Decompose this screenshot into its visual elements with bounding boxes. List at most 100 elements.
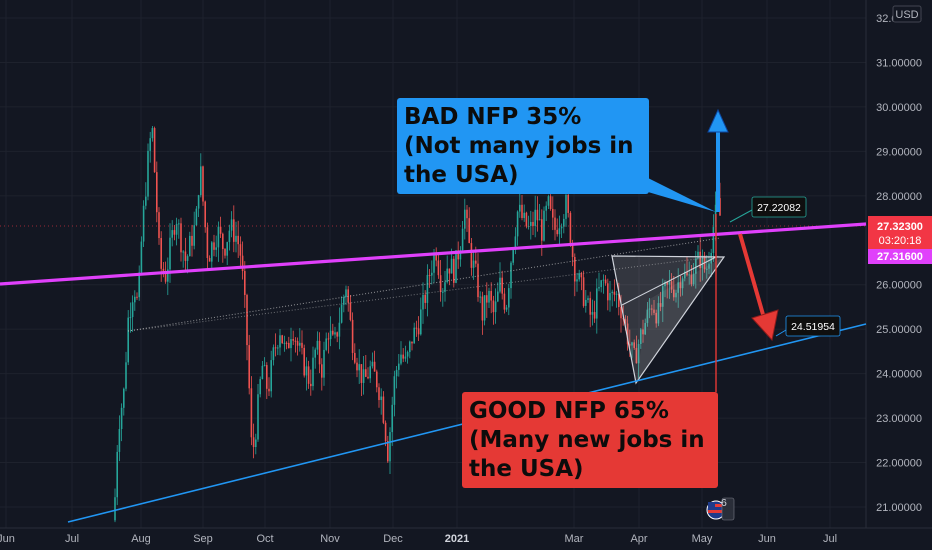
candle-body [675, 292, 677, 298]
candle-body [142, 205, 145, 242]
candle-body [468, 218, 470, 244]
candle-body [373, 361, 376, 372]
candle-body [235, 235, 237, 242]
candle-body [613, 291, 616, 295]
candle-body [213, 242, 215, 250]
candle-body [699, 251, 701, 269]
candle-body [151, 128, 154, 139]
candle-body [620, 306, 622, 319]
line-price-label: 27.31600 [877, 251, 923, 263]
candle-body [217, 226, 220, 248]
candle-body [400, 354, 402, 364]
candle-body [629, 344, 631, 346]
candle-body [558, 228, 561, 235]
candle-body [479, 296, 481, 298]
candle-body [329, 330, 332, 340]
good-callout-line1: GOOD NFP 65% [469, 398, 669, 424]
candle-body [681, 278, 684, 289]
candle-body [635, 347, 638, 364]
candle-body [321, 364, 323, 378]
candle-body [211, 242, 213, 262]
time-tick-label: 2021 [445, 533, 469, 545]
time-tick-label: Jun [758, 533, 776, 545]
candle-body [648, 308, 651, 310]
candle-body [428, 274, 431, 276]
candle-body [631, 342, 633, 346]
candle-body [591, 312, 594, 315]
candle-body [618, 293, 620, 307]
candle-body [622, 318, 624, 320]
candle-body [336, 332, 338, 337]
candle-body [398, 363, 400, 370]
candle-body [305, 366, 308, 376]
candle-body [241, 255, 244, 272]
candle-body [252, 437, 255, 448]
candle-body [409, 341, 411, 353]
last-price-label: 27.32300 [877, 221, 923, 233]
candle-body [237, 235, 239, 245]
candle-body [670, 281, 673, 290]
candle-body [233, 219, 235, 242]
candle-body [549, 196, 552, 209]
economic-event-badge[interactable]: 6 [706, 497, 735, 521]
candle-body [244, 271, 246, 295]
candle-body [437, 260, 440, 276]
candle-body [371, 361, 374, 367]
candle-body [288, 342, 290, 349]
candle-body [380, 396, 382, 401]
candle-body [417, 328, 420, 335]
candle-body [160, 238, 162, 269]
candle-body [332, 330, 334, 335]
candle-body [582, 277, 585, 306]
candle-body [651, 308, 653, 310]
candle-body [565, 194, 567, 219]
candle-body [433, 254, 435, 273]
candle-body [382, 396, 385, 423]
bad-nfp-callout: BAD NFP 35% (Not many jobs in the USA) [397, 98, 716, 212]
candle-body [184, 251, 187, 261]
candle-body [138, 272, 140, 298]
triangle-pattern [611, 255, 726, 385]
candle-body [325, 338, 327, 350]
price-tick-label: 24.00000 [876, 369, 922, 381]
candle-body [444, 282, 446, 292]
candle-body [411, 341, 413, 344]
lower-target-tag: 24.51954 [775, 315, 841, 337]
price-tick-label: 29.00000 [876, 146, 922, 158]
candle-body [571, 244, 574, 257]
countdown-label: 03:20:18 [879, 235, 922, 247]
candle-body [413, 327, 415, 344]
candle-body [145, 196, 147, 206]
candle-body [338, 322, 341, 337]
candle-body [206, 227, 209, 258]
candle-body [446, 268, 448, 283]
bearish-arrow [738, 233, 779, 342]
candle-body [505, 307, 508, 310]
candle-body [175, 223, 178, 235]
price-tick-label: 31.00000 [876, 57, 922, 69]
currency-badge[interactable]: USD [892, 5, 922, 23]
candle-body [215, 247, 217, 250]
candle-body [391, 404, 393, 433]
candle-body [525, 212, 528, 227]
candle-body [158, 212, 160, 239]
candle-body [486, 295, 488, 303]
candle-body [420, 309, 422, 335]
candle-body [659, 303, 662, 307]
candle-body [129, 317, 132, 319]
candle-body [679, 282, 682, 289]
candle-body [202, 166, 204, 202]
candle-body [541, 219, 543, 241]
candle-body [279, 335, 281, 348]
candle-body [167, 269, 169, 282]
candle-body [475, 260, 477, 264]
time-tick-label: May [692, 533, 713, 545]
candle-body [492, 300, 495, 313]
triangle-inner-line [621, 256, 717, 306]
candle-body [114, 497, 116, 521]
candle-body [596, 288, 598, 319]
candle-body [662, 286, 664, 307]
candle-body [448, 268, 451, 274]
candle-body [426, 274, 429, 303]
